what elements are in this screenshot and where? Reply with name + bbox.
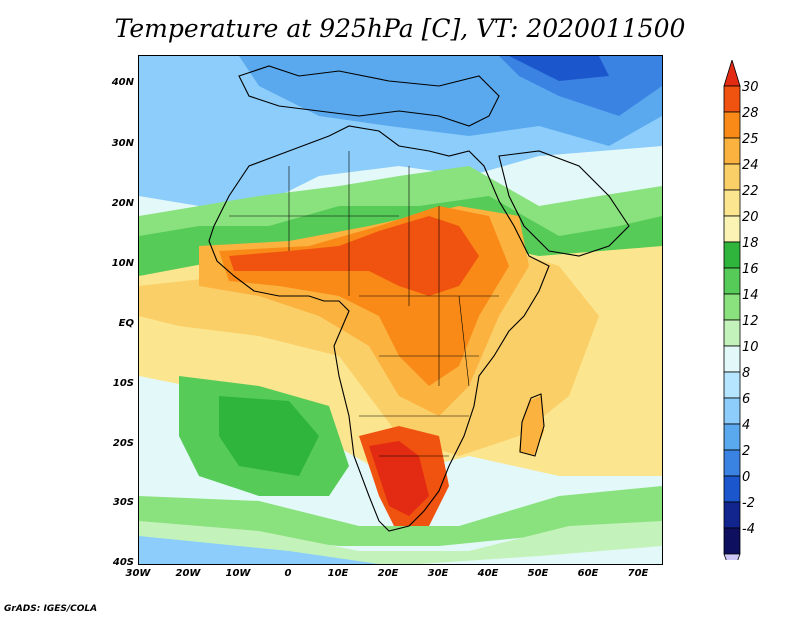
colorbar-label-neg2: -2 <box>742 496 755 511</box>
lon-label-10e: 10E <box>327 568 349 579</box>
lat-label-40s: 40S <box>112 557 134 568</box>
colorbar-label-4: 4 <box>742 418 751 433</box>
colorbar-label-6: 6 <box>742 392 751 407</box>
colorbar-swatch <box>723 527 741 555</box>
lon-label-70e: 70E <box>627 568 649 579</box>
colorbar <box>723 60 741 560</box>
lat-label-30s: 30S <box>112 497 134 508</box>
colorbar-swatch <box>723 423 741 451</box>
southern-africa-hottest-region <box>369 441 429 516</box>
map-panel <box>138 55 663 565</box>
southern-cold-band <box>139 536 379 564</box>
lon-label-0: 0 <box>284 568 292 579</box>
colorbar-label-24: 24 <box>742 158 759 173</box>
lat-label-20s: 20S <box>112 438 134 449</box>
colorbar-label-0: 0 <box>742 470 751 485</box>
colorbar-swatch <box>723 449 741 477</box>
colorbar-label-28: 28 <box>742 106 759 121</box>
chart-title: Temperature at 925hPa [C], VT: 202001150… <box>114 14 686 43</box>
madagascar-coastline <box>519 393 545 457</box>
colorbar-label-18: 18 <box>742 236 759 251</box>
africa-coastline <box>208 125 550 532</box>
colorbar-label-16: 16 <box>742 262 759 277</box>
lat-label-10n: 10N <box>111 258 134 269</box>
colorbar-label-neg4: -4 <box>742 522 755 537</box>
lat-label-eq: EQ <box>118 318 134 329</box>
colorbar-swatch <box>723 371 741 399</box>
colorbar-swatch <box>723 111 741 139</box>
colorbar-label-22: 22 <box>742 184 759 199</box>
credit-text: GrADS: IGES/COLA <box>4 604 98 614</box>
lon-label-20e: 20E <box>377 568 399 579</box>
colorbar-bottom-arrow <box>723 553 741 560</box>
arabia-coastline <box>498 150 630 257</box>
colorbar-swatch <box>723 345 741 373</box>
lon-label-60e: 60E <box>577 568 599 579</box>
lon-label-30e: 30E <box>427 568 449 579</box>
colorbar-label-14: 14 <box>742 288 759 303</box>
lon-label-40e: 40E <box>477 568 499 579</box>
colorbar-swatch <box>723 215 741 243</box>
colorbar-swatch <box>723 137 741 165</box>
country-borders <box>229 151 499 457</box>
colorbar-swatch <box>723 293 741 321</box>
colorbar-label-8: 8 <box>742 366 751 381</box>
colorbar-swatch <box>723 319 741 347</box>
lat-label-40n: 40N <box>111 77 134 88</box>
colorbar-label-2: 2 <box>742 444 751 459</box>
colorbar-swatch <box>723 85 741 113</box>
north-coldest-region <box>509 56 609 81</box>
colorbar-swatch <box>723 475 741 503</box>
temperature-map <box>139 56 662 564</box>
colorbar-swatch <box>723 501 741 529</box>
colorbar-label-25: 25 <box>742 132 759 147</box>
lon-label-30w: 30W <box>125 568 151 579</box>
colorbar-label-10: 10 <box>742 340 759 355</box>
colorbar-swatch <box>723 163 741 191</box>
lat-label-20n: 20N <box>111 198 134 209</box>
south-atlantic-cool-region <box>219 396 319 476</box>
lon-label-10w: 10W <box>225 568 251 579</box>
colorbar-swatch <box>723 189 741 217</box>
lon-label-50e: 50E <box>527 568 549 579</box>
europe-coastline <box>238 65 500 127</box>
sahel-hottest-region <box>229 216 479 296</box>
lon-label-20w: 20W <box>175 568 201 579</box>
madagascar-region <box>519 396 544 456</box>
lat-label-30n: 30N <box>111 138 134 149</box>
colorbar-swatch <box>723 267 741 295</box>
south-ocean-band <box>139 486 662 546</box>
colorbar-label-20: 20 <box>742 210 759 225</box>
colorbar-top-arrow <box>723 60 741 87</box>
colorbar-swatch <box>723 241 741 269</box>
colorbar-swatch <box>723 397 741 425</box>
colorbar-label-12: 12 <box>742 314 759 329</box>
lat-label-10s: 10S <box>112 378 134 389</box>
colorbar-label-30: 30 <box>742 80 759 95</box>
